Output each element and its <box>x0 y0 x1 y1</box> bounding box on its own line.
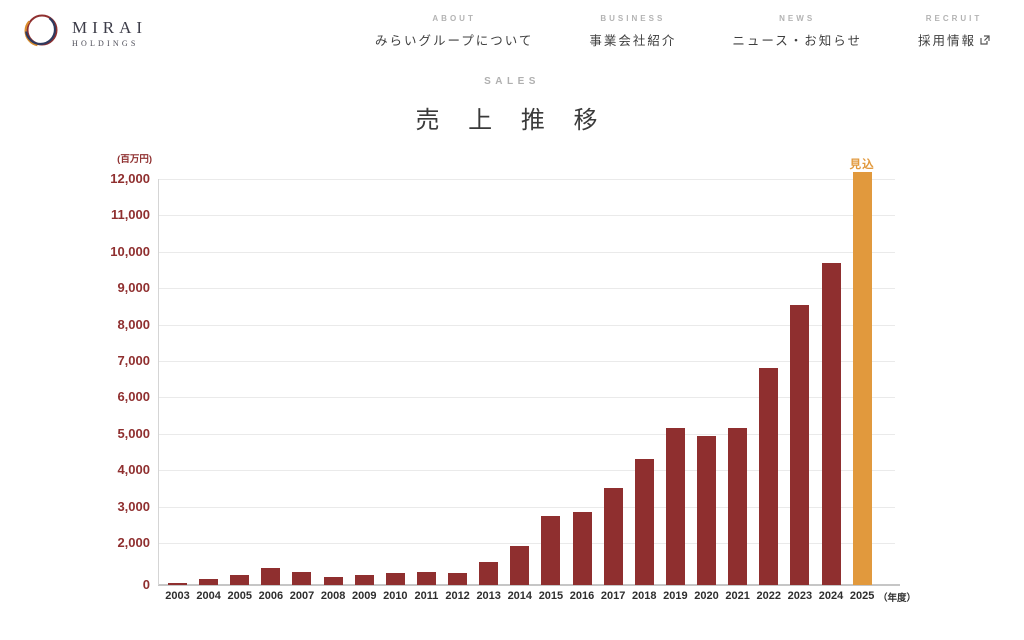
nav-item-about[interactable]: ABOUT みらいグループについて <box>375 14 533 49</box>
bar-2016 <box>572 512 592 585</box>
y-axis-label-8000: 8,000 <box>117 316 150 332</box>
nav-about-ja: みらいグループについて <box>374 34 534 48</box>
x-axis-label-2020: 2020 <box>694 590 719 602</box>
y-axis-label-5000: 5,000 <box>117 425 150 441</box>
nav-recruit-ja-wrap: 採用情報 <box>918 30 990 49</box>
bar-2009 <box>354 574 374 585</box>
section-eyebrow: SALES <box>484 76 540 87</box>
y-axis-line <box>158 179 159 585</box>
y-axis-label-2000: 2,000 <box>117 535 150 550</box>
nav-news-en: NEWS <box>779 14 816 23</box>
bar-2005 <box>230 574 250 585</box>
nav-news-ja: ニュース・お知らせ <box>732 34 862 48</box>
y-axis-label-4000: 4,000 <box>117 462 150 478</box>
gridline-5000 <box>158 433 895 435</box>
bar-2025 <box>852 171 872 585</box>
x-axis-label-2022: 2022 <box>756 590 781 602</box>
bar-2015 <box>541 515 561 585</box>
external-link-icon <box>980 34 990 45</box>
x-axis-label-2014: 2014 <box>507 590 533 602</box>
page-title: 売 上 推 移 <box>415 107 609 134</box>
bar-2013 <box>479 561 499 585</box>
y-axis-label-6000: 6,000 <box>117 389 150 405</box>
x-axis-label-2004: 2004 <box>196 590 221 602</box>
bar-2021 <box>728 428 748 585</box>
nav-business-en: BUSINESS <box>600 14 666 23</box>
bar-2008 <box>323 576 343 585</box>
bar-2004 <box>199 578 219 585</box>
x-axis-label-2024: 2024 <box>818 590 844 602</box>
y-axis-label-9000: 9,000 <box>117 280 150 296</box>
bar-2011 <box>416 572 436 585</box>
bar-2019 <box>665 428 685 585</box>
x-axis-label-2021: 2021 <box>725 590 750 602</box>
y-axis-unit-label: (百万円) <box>117 154 152 165</box>
x-axis-label-2016: 2016 <box>569 590 595 602</box>
bar-2024 <box>821 262 841 585</box>
y-axis-label-3000: 3,000 <box>117 498 150 514</box>
gridline-11000 <box>158 215 895 217</box>
forecast-label: 見込 <box>849 158 875 171</box>
bar-2007 <box>292 572 312 585</box>
gridline-7000 <box>158 361 895 362</box>
y-axis-label-0: 0 <box>142 577 150 592</box>
x-axis-line <box>158 584 900 586</box>
gridline-3000 <box>158 506 895 508</box>
bar-2020 <box>697 435 717 585</box>
x-axis-label-2005: 2005 <box>227 590 252 602</box>
nav-recruit-en: RECRUIT <box>925 14 983 23</box>
x-axis-label-2010: 2010 <box>383 590 408 602</box>
nav-business-ja: 事業会社紹介 <box>589 34 677 48</box>
logo[interactable]: MIRAI HOLDINGS <box>20 10 147 57</box>
x-axis-label-2013: 2013 <box>476 590 501 602</box>
gridline-12000 <box>158 179 895 180</box>
x-axis-label-2006: 2006 <box>258 590 284 602</box>
bar-2017 <box>603 488 623 585</box>
x-axis-label-2008: 2008 <box>320 590 346 602</box>
x-axis-label-2011: 2011 <box>414 590 439 602</box>
bar-2006 <box>261 568 281 585</box>
bar-2003 <box>168 582 187 585</box>
y-axis-label-12000: 12,000 <box>110 171 150 186</box>
main-nav: ABOUT みらいグループについて BUSINESS 事業会社紹介 NEWS ニ… <box>375 14 990 49</box>
gridline-4000 <box>158 470 895 472</box>
y-axis-label-10000: 10,000 <box>110 243 150 259</box>
x-axis-label-2023: 2023 <box>787 590 813 602</box>
gridline-2000 <box>158 543 895 544</box>
y-axis-label-7000: 7,000 <box>117 353 150 368</box>
nav-item-recruit[interactable]: RECRUIT 採用情報 <box>918 14 990 49</box>
x-axis-label-2015: 2015 <box>538 590 564 602</box>
bar-2014 <box>510 546 530 585</box>
logo-subtitle: HOLDINGS <box>72 39 139 48</box>
logo-rings-icon <box>20 10 62 57</box>
x-axis-label-2017: 2017 <box>600 590 626 602</box>
gridline-8000 <box>158 324 895 326</box>
nav-item-news[interactable]: NEWS ニュース・お知らせ <box>732 14 862 49</box>
x-axis-label-2009: 2009 <box>351 590 377 602</box>
x-axis-label-2007: 2007 <box>289 590 315 602</box>
y-axis-label-11000: 11,000 <box>110 207 150 223</box>
x-axis-label-2003: 2003 <box>165 590 190 602</box>
x-axis-label-2025: 2025 <box>849 590 875 602</box>
site-header: MIRAI HOLDINGS ABOUT みらいグループについて BUSINES… <box>0 0 1024 66</box>
nav-about-en: ABOUT <box>432 14 476 23</box>
bar-2018 <box>634 459 654 585</box>
gridline-6000 <box>158 397 895 399</box>
x-axis-label-2018: 2018 <box>632 590 657 602</box>
x-axis-label-2012: 2012 <box>445 590 470 602</box>
gridline-10000 <box>158 251 895 253</box>
bar-2022 <box>759 368 779 585</box>
gridline-9000 <box>158 288 895 290</box>
x-axis-label-2019: 2019 <box>663 590 688 602</box>
bar-2010 <box>385 573 405 585</box>
logo-brand: MIRAI <box>72 18 148 37</box>
x-axis-unit-label: （年度） <box>878 593 917 604</box>
nav-item-business[interactable]: BUSINESS 事業会社紹介 <box>589 14 676 49</box>
nav-recruit-ja: 採用情報 <box>917 34 976 48</box>
bar-2012 <box>448 573 468 585</box>
logo-text: MIRAI HOLDINGS <box>72 19 147 48</box>
bar-2023 <box>790 304 810 585</box>
